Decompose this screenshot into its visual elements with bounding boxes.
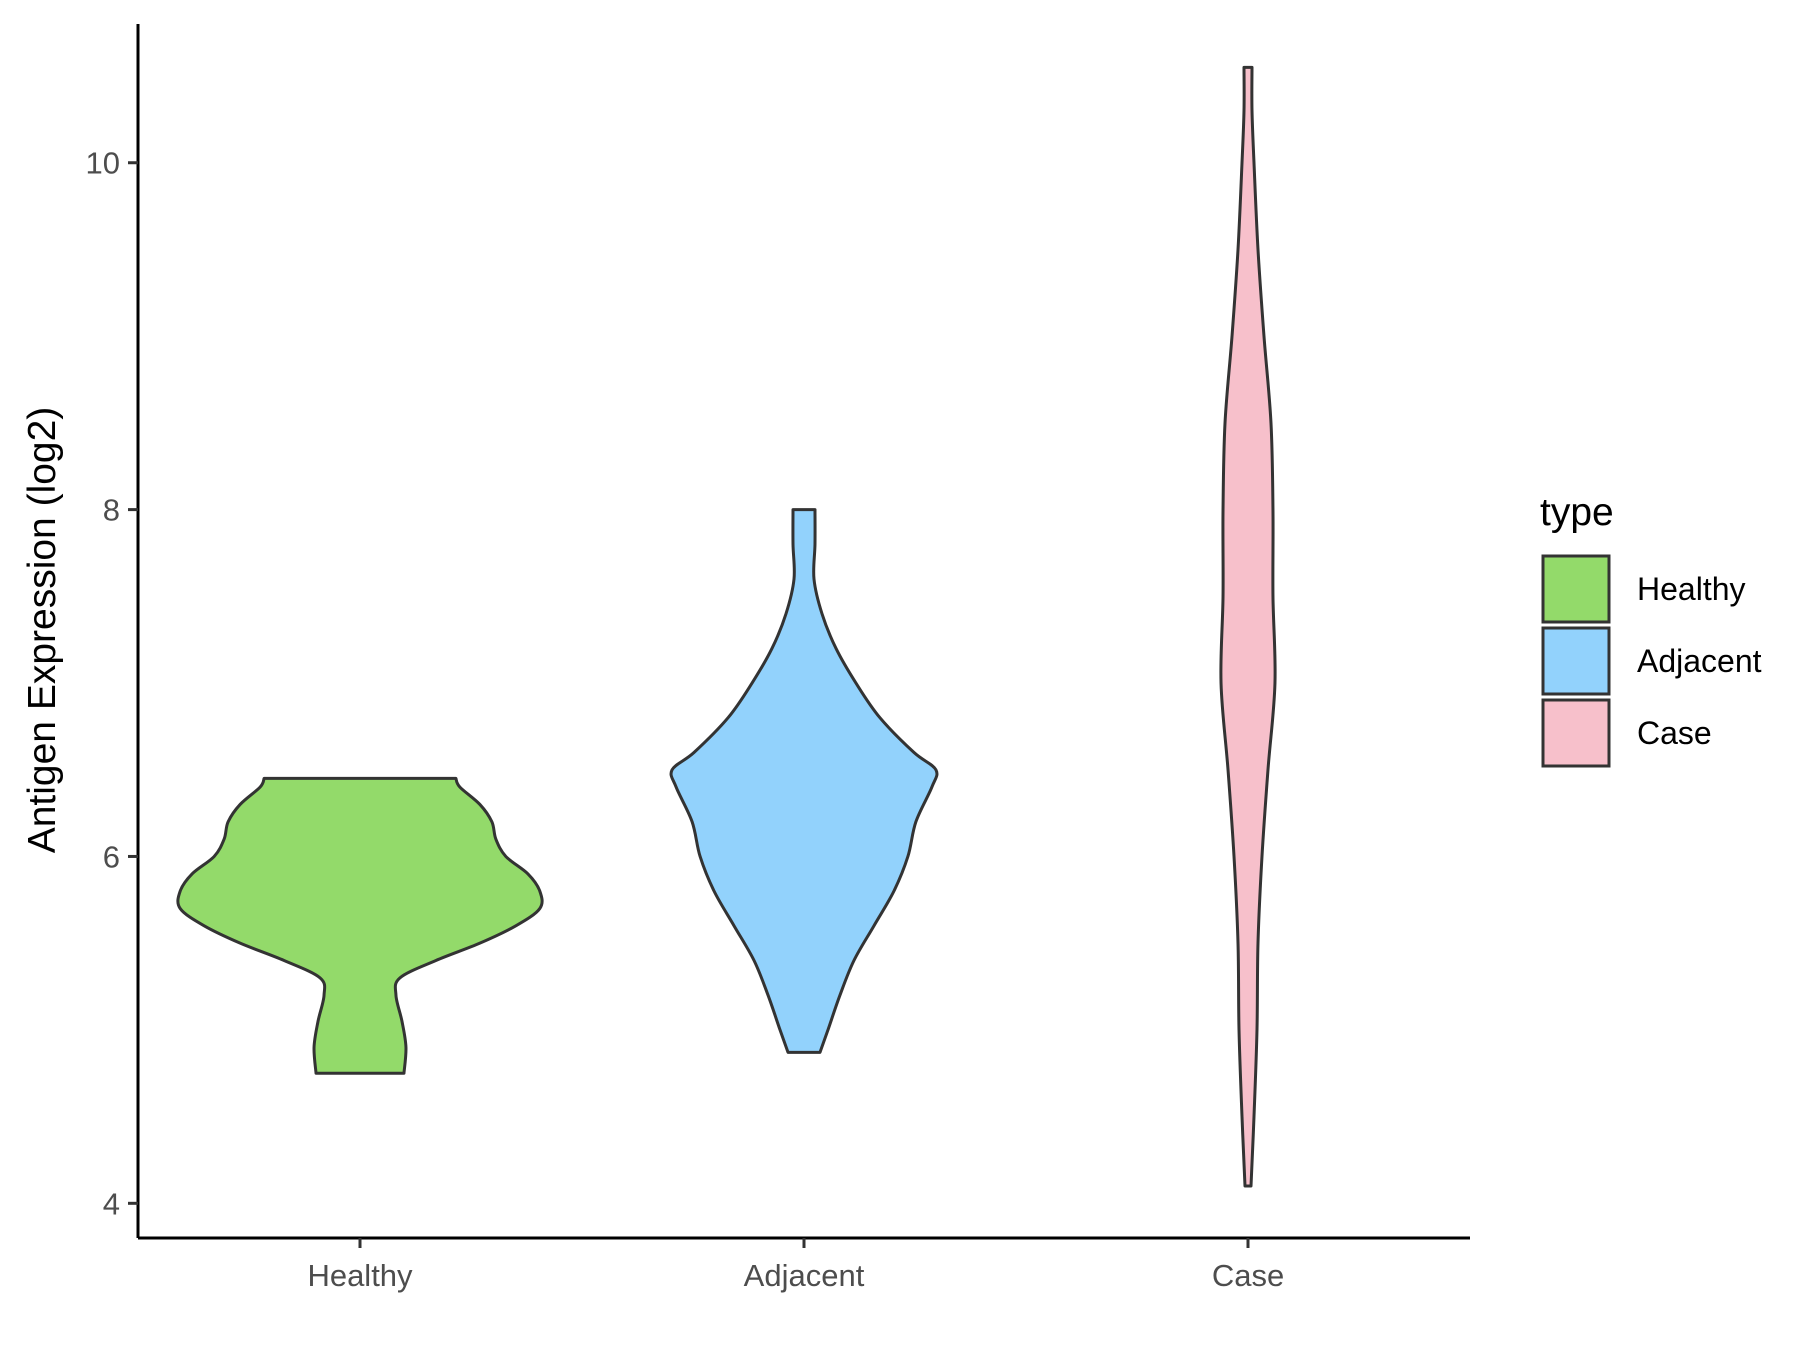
violin-case	[1219, 65, 1277, 1188]
violin-layer	[176, 65, 1277, 1188]
legend-key-case	[1541, 698, 1611, 768]
legend-title: type	[1540, 491, 1614, 534]
x-tick-label-adjacent: Adjacent	[744, 1258, 865, 1293]
y-tick-label: 6	[103, 839, 120, 874]
y-ticks: 4 6 8 10	[86, 146, 138, 1221]
legend: type Healthy Adjacent Case	[1540, 491, 1762, 768]
legend-label-adjacent: Adjacent	[1637, 643, 1762, 679]
x-ticks: Healthy Adjacent Case	[307, 1238, 1284, 1293]
legend-entries: Healthy Adjacent Case	[1541, 554, 1762, 768]
y-axis-title: Antigen Expression (log2)	[21, 407, 64, 854]
violin-adjacent	[669, 508, 939, 1054]
legend-label-case: Case	[1637, 715, 1712, 751]
x-tick-label-case: Case	[1212, 1258, 1284, 1293]
legend-key-adjacent	[1541, 626, 1611, 696]
x-tick-label-healthy: Healthy	[307, 1258, 413, 1293]
y-tick-label: 10	[86, 146, 120, 181]
legend-label-healthy: Healthy	[1637, 571, 1746, 607]
legend-key-healthy	[1541, 554, 1611, 624]
y-tick-label: 8	[103, 493, 120, 528]
y-tick-label: 4	[103, 1186, 120, 1221]
violin-healthy	[176, 776, 544, 1075]
